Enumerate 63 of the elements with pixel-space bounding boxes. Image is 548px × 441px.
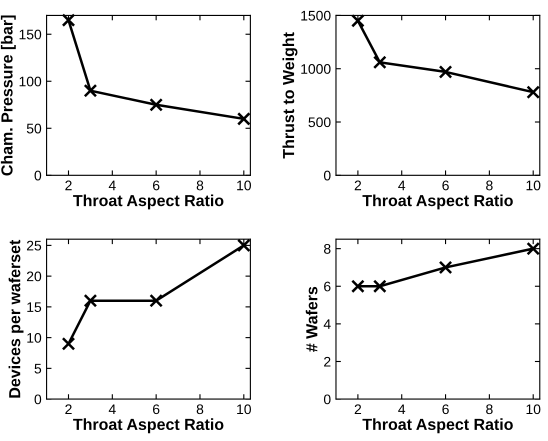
x-axis-title: Throat Aspect Ratio [73,194,224,210]
point [351,279,365,294]
x-tick-label: 10 [526,404,540,414]
x-tick-label: 6 [442,404,449,414]
y-tick-label: 25 [26,240,42,251]
y-tick-label: 1000 [301,64,331,74]
y-tick-label: 20 [26,271,42,282]
x-axis-title: Throat Aspect Ratio [362,418,513,434]
x-tick-label: 4 [398,180,406,190]
point [351,14,365,28]
x-tick-label: 6 [152,404,160,414]
x-tick-label: 2 [354,404,362,414]
y-tick-label: 8 [324,244,331,254]
x-tick-label: 8 [486,180,493,190]
point [62,13,76,27]
point [84,84,98,98]
point [149,294,163,308]
x-tick-label: 4 [108,404,116,414]
point [237,238,251,252]
y-tick-label: 500 [308,117,331,128]
y-axis-title: # Wafers [306,286,318,352]
point [373,56,387,70]
x-tick-label: 4 [398,404,406,414]
x-tick-label: 6 [442,180,449,190]
x-tick-label: 2 [354,180,362,190]
x-tick-label: 6 [152,180,160,190]
x-tick-label: 8 [486,404,493,414]
y-tick-label: 10 [27,332,42,343]
y-tick-label: 0 [324,394,331,404]
point [526,242,540,256]
x-axis-title: Throat Aspect Ratio [73,418,224,434]
point [526,85,540,99]
point [149,98,163,112]
y-axis-title: Devices per waferset [8,240,24,398]
point [62,336,76,351]
y-tick-label: 1500 [301,10,331,21]
y-tick-label: 2 [324,356,330,367]
y-tick-label: 0 [34,170,42,180]
y-tick-label: 0 [34,394,42,404]
x-tick-label: 2 [65,180,72,190]
point [373,279,387,294]
y-tick-label: 150 [20,30,42,40]
x-tick-label: 2 [65,404,72,414]
y-tick-label: 15 [27,302,42,312]
point [438,65,452,79]
y-tick-label: 4 [324,319,331,329]
point [84,294,98,308]
x-tick-label: 10 [526,180,540,190]
x-tick-label: 8 [196,404,204,414]
y-axis-title: Cham. Pressure [bar] [0,15,16,176]
x-tick-label: 10 [237,180,251,190]
point [237,112,251,126]
x-tick-label: 8 [196,180,204,190]
y-axis-title: Thrust to Weight [282,32,298,158]
y-tick-label: 100 [20,76,42,86]
x-tick-label: 10 [237,404,251,414]
y-tick-label: 0 [324,170,331,180]
x-axis-title: Throat Aspect Ratio [362,194,513,210]
x-tick-label: 4 [108,180,116,190]
point [438,260,452,274]
y-tick-label: 5 [34,364,42,374]
y-tick-label: 50 [26,124,42,134]
y-tick-label: 6 [324,282,331,292]
